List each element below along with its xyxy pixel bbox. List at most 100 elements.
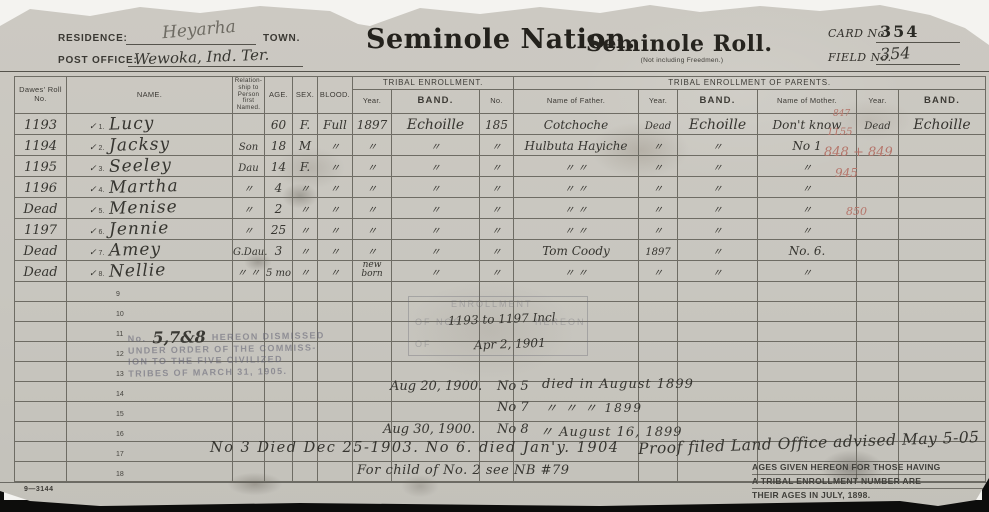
card-no-line [876,42,960,43]
row-num: 5. [98,208,105,215]
check-mark: ✓ [89,143,97,153]
relationship: 〃 [243,226,254,237]
death-note-no: No 5 [497,379,529,394]
sex: 〃 [300,247,310,258]
enroll-no: 〃 [491,205,502,216]
blood: 〃 [330,226,340,237]
col-header-mother-year: Year. [856,89,900,114]
death-note-date: Aug 20, 1900. [390,379,483,394]
person-name: Jennie [109,218,170,240]
row-num: 3. [98,166,105,173]
row-num: 16 [116,431,124,438]
blood: Full [323,118,347,132]
father-name: 〃 〃 [564,163,588,174]
death-note-row17: No 3 Died Dec 25-1903. No 6. died Jan'y.… [210,440,620,456]
father-name: Hulbuta Hayiche [524,139,628,153]
enroll-year: 〃 [367,142,377,153]
card-no-label: CARD No. [828,27,889,40]
table-row: 12 [14,341,987,362]
father-band: 〃 [712,268,723,279]
table-row: 16 [14,421,987,442]
enroll-band: 〃 [430,163,441,174]
enroll-year: new born [361,260,383,279]
sex: 〃 [300,226,310,237]
blood: 〃 [330,184,340,195]
row-num: 13 [116,371,124,378]
form-number: 9—3144 [24,486,54,493]
col-header-blood: BLOOD. [317,76,353,114]
enroll-no: 〃 [491,142,502,153]
col-header-father-year: Year. [638,89,679,114]
check-mark: ✓ [89,164,97,174]
check-mark: ✓ [89,269,97,279]
stamp-line: HEREON [535,317,586,327]
father-year: 〃 [653,184,664,195]
enroll-band: 〃 [430,142,441,153]
check-mark: ✓ [89,122,97,132]
father-band: 〃 [712,226,723,237]
row-num: 18 [116,471,124,478]
col-header-sex: SEX. [292,76,318,114]
enrollment-stamp: ENROLLMENT OF NOS HEREON OF [408,296,588,356]
roll-no: 1194 [23,139,58,154]
table-row: 1195 ✓ 3. Seeley Dau 14 F. 〃 〃 〃 〃 〃 〃 〃 〃 〃 [14,155,987,177]
red-note: 850 [846,205,867,218]
title-subtitle: (Not including Freedmen.) [640,57,724,64]
check-mark: ✓ [89,206,97,216]
roll-no: 1195 [23,160,58,175]
father-name: Cotchoche [543,118,609,132]
red-note: 945 [835,166,858,180]
age: 4 [274,181,283,195]
table-row: 18 [14,461,987,482]
col-header-father-band: BAND. [677,89,759,114]
relationship: Son [238,142,259,153]
blood: 〃 [330,142,340,153]
enroll-year: 〃 [367,247,377,258]
check-mark: ✓ [89,248,97,258]
row-num: 12 [116,351,124,358]
col-header-tribal-enrollment: TRIBAL ENROLLMENT. [351,76,515,90]
mother-name: 〃 [802,163,813,174]
father-year: Dead [644,121,672,132]
sex: 〃 [300,205,310,216]
check-mark: ✓ [89,185,97,195]
roll-no: Dead [23,265,58,280]
col-header-mother: Name of Mother. [757,89,858,114]
mother-band: Echoille [913,117,971,133]
col-header-no: No. [478,89,515,114]
age: 5 mo [265,268,292,279]
child-note: For child of No. 2 see NB #79 [357,463,570,478]
stamp-line: OF [415,339,432,349]
age: 25 [270,223,287,237]
sex: 〃 [300,184,310,195]
row-num: 7. [98,250,105,257]
row-num: 1. [98,124,105,131]
table-row: 11 [14,321,987,342]
residence-label: RESIDENCE: [58,33,128,44]
person-name: Jacksy [109,134,171,156]
roll-no: 1196 [23,181,58,196]
stamp-title: ENROLLMENT [451,299,533,309]
death-note-date: Aug 30, 1900. [383,422,476,437]
enroll-year: 〃 [367,226,377,237]
age: 2 [274,202,283,216]
field-no-value: 354 [879,43,912,64]
death-note-text: 〃 August 16, 1899 [540,425,683,440]
card-no-value: 354 [880,22,920,41]
sex: 〃 [300,268,310,279]
post-office-value: Wewoka, Ind. Ter. [133,45,270,69]
col-header-name: NAME. [66,76,233,114]
father-name: 〃 〃 [564,205,588,216]
row-num: 11 [116,331,124,338]
father-year: 1897 [645,247,671,258]
dismissal-stamp: No. 5,7&8 HEREON DISMISSED UNDER ORDER OF … [127,327,326,379]
father-name: 〃 〃 [564,268,588,279]
enroll-no: 〃 [491,226,502,237]
death-note-text: died in August 1899 [542,377,694,392]
check-mark: ✓ [89,227,97,237]
stamp-no-label: No. [127,333,147,344]
stamp-line: OF NOS [415,317,462,327]
ages-note: AGES GIVEN HEREON FOR THOSE HAVING A TRI… [752,461,986,502]
post-office-line [128,66,303,67]
col-header-mother-band: BAND. [898,89,987,114]
